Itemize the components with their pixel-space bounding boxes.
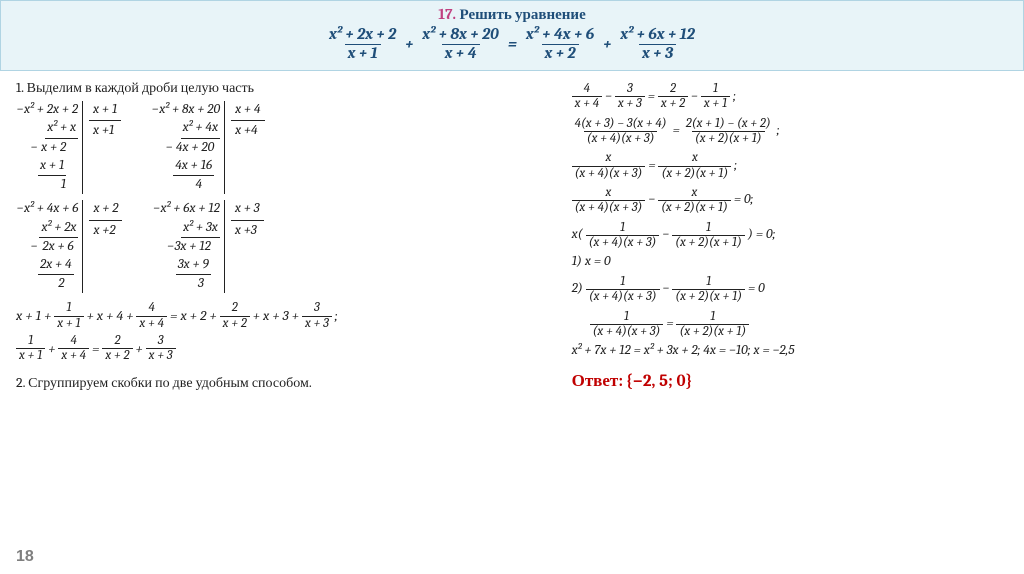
long-division-3: −x² + 4x + 6x² + 2x −2x + 62x + 4 2 x + …	[16, 200, 122, 293]
r-line-3: x(x + 4)(x + 3) = x(x + 2)(x + 1) ;	[572, 151, 1008, 181]
answer-row: Ответ: {−2, 5; 0}	[572, 371, 1008, 391]
r-line-7: 2) 1(x + 4)(x + 3) − 1(x + 2)(x + 1) = 0	[572, 275, 1008, 305]
r-line-4: x(x + 4)(x + 3) − x(x + 2)(x + 1) = 0;	[572, 186, 1008, 216]
r-line-1: 4x + 4 − 3x + 3 = 2x + 2 − 1x + 1 ;	[572, 82, 1008, 112]
title-row: 17. Решить уравнение	[1, 5, 1023, 24]
right-column: 4x + 4 − 3x + 3 = 2x + 2 − 1x + 1 ; 4(x …	[562, 77, 1008, 395]
problem-number: 17.	[438, 5, 456, 23]
content-area: 1. Выделим в каждой дроби целую часть −x…	[0, 71, 1024, 395]
long-division-4: −x² + 6x + 12x² + 3x −3x + 123x + 9 3 x …	[152, 200, 263, 293]
slide-number: 18	[16, 548, 34, 566]
step2-text: 2. Сгруппируем скобки по две удобным спо…	[16, 374, 562, 392]
divisions-row-1: −x² + 2x + 2x² + x −x + 2x + 1 1 x + 1 x…	[16, 101, 562, 194]
left-column: 1. Выделим в каждой дроби целую часть −x…	[16, 77, 562, 395]
main-equation: x² + 2x + 2x + 1 + x² + 8x + 20x + 4 = x…	[1, 26, 1023, 62]
problem-header: 17. Решить уравнение x² + 2x + 2x + 1 + …	[0, 0, 1024, 71]
transformed-eq-long: x + 1 + 1x + 1 + x + 4 + 4x + 4 = x + 2 …	[16, 301, 562, 331]
step1-text: 1. Выделим в каждой дроби целую часть	[16, 79, 562, 97]
answer-label: Ответ:	[572, 372, 623, 391]
long-division-1: −x² + 2x + 2x² + x −x + 2x + 1 1 x + 1 x…	[16, 101, 121, 194]
r-line-6: 1) x = 0	[572, 255, 1008, 270]
answer-value: {−2, 5; 0}	[626, 372, 692, 391]
long-division-2: −x² + 8x + 20x² + 4x −4x + 204x + 16 4 x…	[151, 101, 264, 194]
r-line-9: x² + 7x + 12 = x² + 3x + 2; 4x = −10; x …	[572, 344, 1008, 359]
divisions-row-2: −x² + 4x + 6x² + 2x −2x + 62x + 4 2 x + …	[16, 200, 562, 293]
transformed-eq-short: 1x + 1 + 4x + 4 = 2x + 2 + 3x + 3	[16, 334, 562, 364]
problem-title: Решить уравнение	[460, 5, 586, 23]
r-line-2: 4(x + 3) − 3(x + 4)(x + 4)(x + 3) = 2(x …	[572, 117, 1008, 147]
r-line-5: x( 1(x + 4)(x + 3) − 1(x + 2)(x + 1) ) =…	[572, 221, 1008, 251]
r-line-8: 1(x + 4)(x + 3) = 1(x + 2)(x + 1)	[572, 310, 1008, 340]
